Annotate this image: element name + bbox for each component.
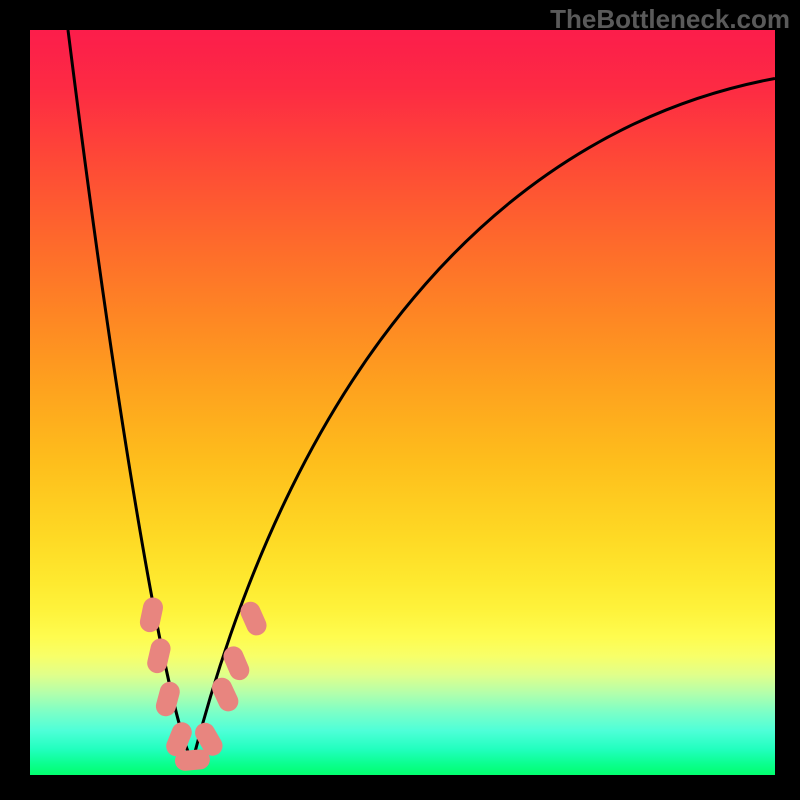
data-markers-group bbox=[138, 596, 270, 772]
right-ascending-curve bbox=[192, 78, 775, 761]
data-marker bbox=[209, 674, 242, 714]
data-marker bbox=[138, 596, 165, 634]
chart-svg bbox=[30, 30, 775, 775]
left-descending-curve bbox=[68, 30, 192, 762]
chart-plot-area bbox=[30, 30, 775, 775]
data-marker bbox=[145, 636, 172, 675]
watermark-text: TheBottleneck.com bbox=[550, 4, 790, 35]
